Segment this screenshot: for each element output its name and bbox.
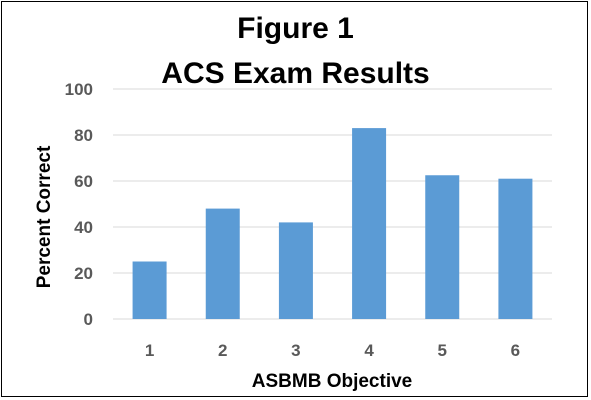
- x-tick-label: 3: [291, 341, 300, 360]
- bar-objective-3: [278, 222, 313, 319]
- y-tick-labels: 0 20 40 60 80 100: [65, 80, 93, 329]
- chart-title-line-2: ACS Exam Results: [161, 57, 430, 90]
- x-tick-label: 4: [364, 341, 374, 360]
- x-tick-label: 6: [511, 341, 520, 360]
- y-tick-label: 80: [74, 126, 93, 145]
- x-tick-label: 1: [145, 341, 154, 360]
- y-tick-label: 100: [65, 80, 93, 99]
- bar-objective-6: [498, 178, 533, 319]
- bar-objective-4: [352, 128, 387, 319]
- y-tick-label: 60: [74, 172, 93, 191]
- y-tick-label: 40: [74, 218, 93, 237]
- y-tick-label: 0: [84, 310, 93, 329]
- x-tick-label: 5: [438, 341, 447, 360]
- x-axis-title: ASBMB Objective: [252, 371, 412, 392]
- bars: [132, 128, 533, 319]
- bar-objective-5: [425, 175, 460, 319]
- x-tick-label: 2: [218, 341, 227, 360]
- bar-objective-1: [132, 261, 167, 319]
- x-tick-labels: 1 2 3 4 5 6: [145, 341, 520, 360]
- bar-objective-2: [205, 208, 240, 319]
- y-tick-label: 20: [74, 264, 93, 283]
- chart-title-line-1: Figure 1: [237, 12, 354, 45]
- gridlines: [113, 88, 552, 320]
- y-axis-title: Percent Correct: [34, 145, 55, 288]
